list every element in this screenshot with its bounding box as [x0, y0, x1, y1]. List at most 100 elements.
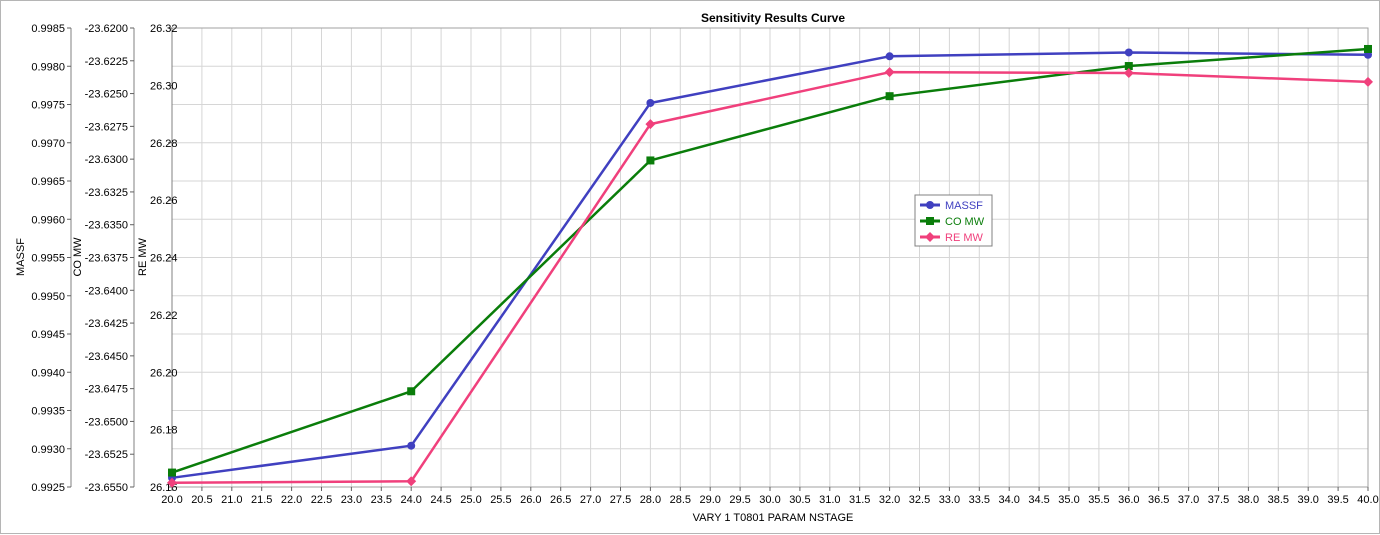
y-axis-title-massf: MASSF	[15, 238, 27, 276]
y-tick-label-massf: 0.9940	[31, 367, 65, 379]
x-tick-label: 28.5	[670, 494, 691, 506]
x-tick-label: 22.0	[281, 494, 302, 506]
x-tick-label: 31.5	[849, 494, 870, 506]
y-tick-label-remw: 26.22	[150, 310, 178, 322]
y-tick-label-massf: 0.9965	[31, 176, 65, 188]
series-line	[171, 47, 1369, 474]
x-tick-label: 30.5	[789, 494, 810, 506]
y-axes: 0.9985 0.9980 0.9975 0.9970 0.9965 0.9960 0.99…	[31, 23, 177, 494]
y-tick-label-remw: 26.18	[150, 425, 178, 437]
series-lines	[167, 44, 1373, 488]
x-tick-label: 37.0	[1178, 494, 1199, 506]
data-point	[1363, 76, 1373, 87]
x-tick-label: 21.0	[221, 494, 242, 506]
x-tick-label: 35.0	[1058, 494, 1079, 506]
y-tick-label-massf: 0.9925	[31, 482, 65, 494]
x-tick-label: 28.0	[640, 494, 661, 506]
x-tick-label: 38.0	[1238, 494, 1259, 506]
y-tick-label-comw: -23.6250	[85, 89, 128, 101]
data-point	[407, 441, 416, 450]
y-axis-title-co-mw: CO MW	[72, 237, 84, 277]
x-tick-label: 36.0	[1118, 494, 1139, 506]
y-tick-label-massf: 0.9975	[31, 100, 65, 112]
y-tick-label-comw: -23.6225	[85, 56, 128, 68]
y-tick-label-comw: -23.6550	[85, 482, 128, 494]
grid-lines	[171, 27, 1369, 488]
data-point	[1124, 48, 1133, 57]
y-tick-label-comw: -23.6400	[85, 285, 128, 297]
x-tick-label: 26.0	[520, 494, 541, 506]
x-tick-label: 29.5	[729, 494, 750, 506]
y-tick-label-remw: 26.32	[150, 23, 178, 35]
x-tick-label: 29.0	[699, 494, 720, 506]
data-point	[884, 67, 895, 78]
x-tick-label: 34.0	[998, 494, 1019, 506]
series-line	[171, 70, 1369, 484]
x-tick-label: 32.0	[879, 494, 900, 506]
x-tick-label: 20.5	[191, 494, 212, 506]
x-tick-label: 34.5	[1028, 494, 1049, 506]
x-axis: 20.0 20.5 21.0 21.5 22.0 22.5 23.0 23.5 24.0 24.5…	[161, 487, 1379, 506]
x-tick-label: 23.5	[371, 494, 392, 506]
y-tick-label-comw: -23.6325	[85, 187, 128, 199]
series-re-mw	[167, 67, 1373, 488]
data-point	[1123, 68, 1134, 79]
x-tick-label: 37.5	[1208, 494, 1229, 506]
x-tick-label: 31.0	[819, 494, 840, 506]
data-point	[646, 156, 655, 165]
y-tick-label-remw: 26.20	[150, 367, 178, 379]
x-tick-label: 23.0	[341, 494, 362, 506]
y-tick-label-comw: -23.6500	[85, 416, 128, 428]
legend-swatch-marker	[926, 201, 934, 209]
y-tick-label-remw: 26.26	[150, 195, 178, 207]
x-tick-label: 33.5	[969, 494, 990, 506]
x-tick-label: 27.0	[580, 494, 601, 506]
x-tick-label: 39.5	[1327, 494, 1348, 506]
y-tick-label-comw: -23.6300	[85, 154, 128, 166]
data-point	[885, 92, 894, 101]
y-tick-label-comw: -23.6375	[85, 253, 128, 265]
x-tick-label: 39.0	[1297, 494, 1318, 506]
y-axis-title-re-mw: RE MW	[137, 237, 149, 276]
y-tick-label-comw: -23.6275	[85, 121, 128, 133]
data-point	[1124, 62, 1133, 71]
x-axis-title: VARY 1 T0801 PARAM NSTAGE	[693, 512, 854, 524]
data-point	[406, 476, 417, 487]
x-tick-label: 27.5	[610, 494, 631, 506]
y-tick-label-massf: 0.9980	[31, 61, 65, 73]
chart-title: Sensitivity Results Curve	[701, 11, 845, 25]
x-tick-label: 38.5	[1268, 494, 1289, 506]
x-tick-label: 25.5	[490, 494, 511, 506]
x-tick-label: 30.0	[759, 494, 780, 506]
x-tick-label: 33.0	[939, 494, 960, 506]
y-tick-label-remw: 26.24	[150, 253, 178, 265]
data-point	[168, 468, 176, 477]
series-line	[171, 51, 1369, 480]
y-tick-label-comw: -23.6450	[85, 351, 128, 363]
x-tick-label: 21.5	[251, 494, 272, 506]
data-point	[646, 98, 655, 107]
legend-swatch-marker	[926, 217, 934, 225]
x-tick-label: 20.0	[161, 494, 182, 506]
y-tick-label-massf: 0.9945	[31, 329, 65, 341]
data-point	[1364, 44, 1372, 53]
y-tick-label-comw: -23.6475	[85, 384, 128, 396]
x-tick-label: 26.5	[550, 494, 571, 506]
series-co-mw	[168, 44, 1372, 477]
data-point	[407, 387, 416, 396]
y-tick-label-massf: 0.9930	[31, 444, 65, 456]
x-tick-label: 35.5	[1088, 494, 1109, 506]
x-tick-label: 25.0	[460, 494, 481, 506]
y-tick-label-massf: 0.9955	[31, 253, 65, 265]
y-tick-label-comw: -23.6350	[85, 220, 128, 232]
x-tick-label: 32.5	[909, 494, 930, 506]
data-point	[645, 119, 656, 130]
x-tick-label: 24.0	[400, 494, 421, 506]
x-tick-label: 36.5	[1148, 494, 1169, 506]
legend-label: RE MW	[945, 232, 984, 244]
y-tick-label-comw: -23.6200	[85, 23, 128, 35]
y-tick-label-comw: -23.6525	[85, 449, 128, 461]
x-tick-label: 24.5	[430, 494, 451, 506]
y-tick-label-massf: 0.9985	[31, 23, 65, 35]
